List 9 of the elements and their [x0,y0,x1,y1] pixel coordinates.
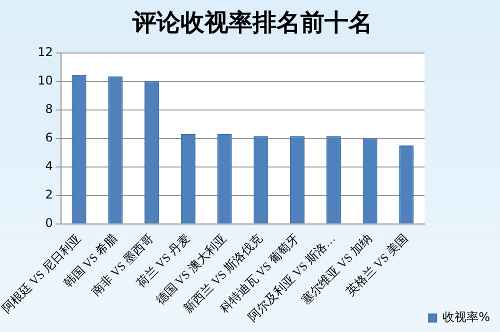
y-tick-label: 2 [45,187,53,202]
chart-title: 评论收视率排名前十名 [132,10,372,37]
y-tick-label: 6 [45,130,53,144]
y-tick-label: 10 [38,73,53,88]
y-tick-label: 4 [45,158,53,173]
y-tick-label: 12 [38,44,53,59]
legend-label: 收视率% [442,310,490,324]
y-tick-label: 0 [45,216,53,230]
y-tick-label: 8 [45,102,53,116]
